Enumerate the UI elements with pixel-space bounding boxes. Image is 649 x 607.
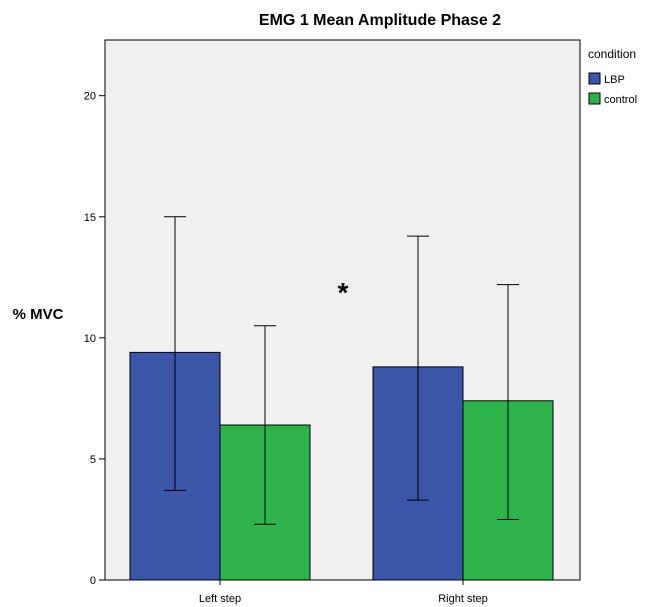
- x-tick-label: Left step: [199, 593, 241, 605]
- error-bar-control-right-step: [497, 284, 519, 520]
- y-tick-label: 15: [84, 212, 96, 224]
- legend-title: condition: [588, 47, 636, 61]
- chart-title: EMG 1 Mean Amplitude Phase 2: [259, 12, 501, 29]
- legend-swatch-control: [588, 92, 601, 105]
- error-bar-LBP-right-step: [407, 235, 429, 501]
- y-axis-label: % MVC: [13, 306, 64, 323]
- legend-swatch-LBP: [588, 72, 601, 85]
- y-tick-label: 0: [90, 575, 96, 587]
- error-bar-LBP-left-step: [164, 216, 186, 491]
- legend-label-LBP: LBP: [604, 74, 625, 86]
- legend-label-control: control: [604, 94, 637, 106]
- y-tick-label: 10: [84, 333, 96, 345]
- y-tick-label: 5: [90, 454, 96, 466]
- x-tick-label: Right step: [438, 593, 488, 605]
- significance-asterisk: *: [338, 277, 349, 308]
- x-axis: Left step Right step: [199, 580, 488, 605]
- y-axis: 0 5 10 15 20: [84, 91, 105, 587]
- error-bar-control-left-step: [254, 325, 276, 525]
- y-tick-label: 20: [84, 91, 96, 103]
- legend: condition LBP control: [588, 47, 637, 106]
- error-bars-layer: [164, 216, 519, 525]
